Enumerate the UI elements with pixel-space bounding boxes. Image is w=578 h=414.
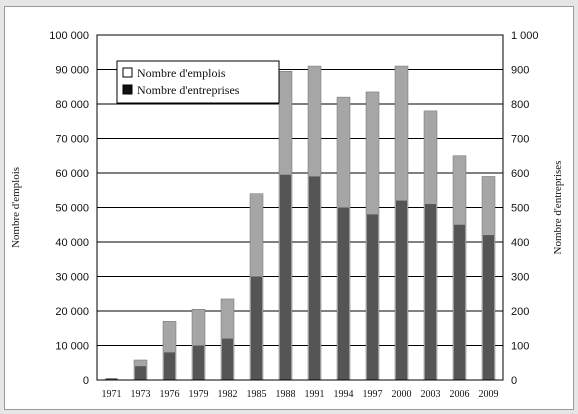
x-tick-label: 1976 bbox=[160, 389, 180, 400]
x-tick-label: 1991 bbox=[305, 389, 325, 400]
y-right-tick-label: 0 bbox=[511, 375, 517, 387]
y-right-tick-label: 600 bbox=[511, 168, 529, 180]
x-tick-label: 1997 bbox=[363, 389, 383, 400]
y-right-tick-label: 100 bbox=[511, 341, 529, 353]
bar-entreprises-2000 bbox=[396, 200, 407, 380]
bar-entreprises-1997 bbox=[367, 214, 378, 380]
x-tick-label: 1994 bbox=[334, 389, 354, 400]
y-right-tick-label: 900 bbox=[511, 65, 529, 77]
y-right-tick-label: 400 bbox=[511, 237, 529, 249]
plot-border bbox=[96, 34, 504, 381]
y-left-tick-label: 40 000 bbox=[55, 237, 89, 249]
gridlines bbox=[97, 69, 503, 346]
y-right-tick-label: 300 bbox=[511, 272, 529, 284]
y-right-tick-label: 700 bbox=[511, 134, 529, 146]
bar-entreprises-2006 bbox=[454, 224, 465, 380]
x-tick-label: 1973 bbox=[131, 389, 151, 400]
tick-labels: 0 0 10 000 100 20 000 200 30 000 300 40 000 400 50… bbox=[49, 30, 538, 400]
x-tick-label: 2009 bbox=[479, 389, 499, 400]
y-left-tick-label: 0 bbox=[83, 375, 89, 387]
bar-entreprises-1979 bbox=[193, 345, 204, 380]
y-right-tick-label: 800 bbox=[511, 99, 529, 111]
legend-swatch-emplois bbox=[122, 67, 133, 78]
x-tick-label: 2003 bbox=[421, 389, 441, 400]
x-tick-label: 2006 bbox=[450, 389, 470, 400]
y-right-tick-label: 200 bbox=[511, 306, 529, 318]
x-tick-label: 1971 bbox=[102, 389, 122, 400]
bar-entreprises-2009 bbox=[483, 235, 494, 380]
y-left-tick-label: 10 000 bbox=[55, 341, 89, 353]
y-left-tick-label: 50 000 bbox=[55, 203, 89, 215]
y-right-tick-label: 500 bbox=[511, 203, 529, 215]
y-left-tick-label: 100 000 bbox=[49, 30, 89, 42]
bar-entreprises-2003 bbox=[425, 204, 436, 380]
y-axis-left-title: Nombre d'emplois bbox=[10, 167, 22, 248]
y-left-tick-label: 70 000 bbox=[55, 134, 89, 146]
bar-entreprises-1988 bbox=[280, 174, 291, 380]
legend-label-emplois: Nombre d'emplois bbox=[137, 66, 226, 80]
y-left-tick-label: 80 000 bbox=[55, 99, 89, 111]
legend-swatch-entreprises bbox=[122, 84, 133, 95]
y-right-tick-label: 1 000 bbox=[511, 30, 539, 42]
x-tick-label: 2000 bbox=[392, 389, 412, 400]
bar-entreprises-1991 bbox=[309, 176, 320, 380]
bar-entreprises-1976 bbox=[164, 352, 175, 380]
bar-entreprises-1973 bbox=[135, 366, 146, 380]
y-left-tick-label: 90 000 bbox=[55, 65, 89, 77]
bar-chart: 0 0 10 000 100 20 000 200 30 000 300 40 000 400 50… bbox=[10, 30, 564, 400]
x-tick-label: 1982 bbox=[218, 389, 238, 400]
chart-frame: 0 0 10 000 100 20 000 200 30 000 300 40 000 400 50… bbox=[4, 6, 574, 410]
bar-entreprises-1971 bbox=[106, 378, 117, 380]
y-left-tick-label: 60 000 bbox=[55, 168, 89, 180]
x-tick-label: 1985 bbox=[247, 389, 267, 400]
bar-entreprises-1994 bbox=[338, 207, 349, 380]
y-left-tick-label: 30 000 bbox=[55, 272, 89, 284]
x-tick-label: 1988 bbox=[276, 389, 296, 400]
legend-label-entreprises: Nombre d'entreprises bbox=[137, 83, 240, 97]
y-left-tick-label: 20 000 bbox=[55, 306, 89, 318]
x-tick-label: 1979 bbox=[189, 389, 209, 400]
bars bbox=[104, 65, 496, 381]
bar-entreprises-1982 bbox=[222, 338, 233, 380]
legend-box bbox=[116, 60, 280, 104]
legend: Nombre d'emplois Nombre d'entreprises bbox=[116, 60, 280, 104]
y-axis-right-title: Nombre d'entreprises bbox=[552, 161, 564, 255]
bar-entreprises-1985 bbox=[251, 276, 262, 380]
